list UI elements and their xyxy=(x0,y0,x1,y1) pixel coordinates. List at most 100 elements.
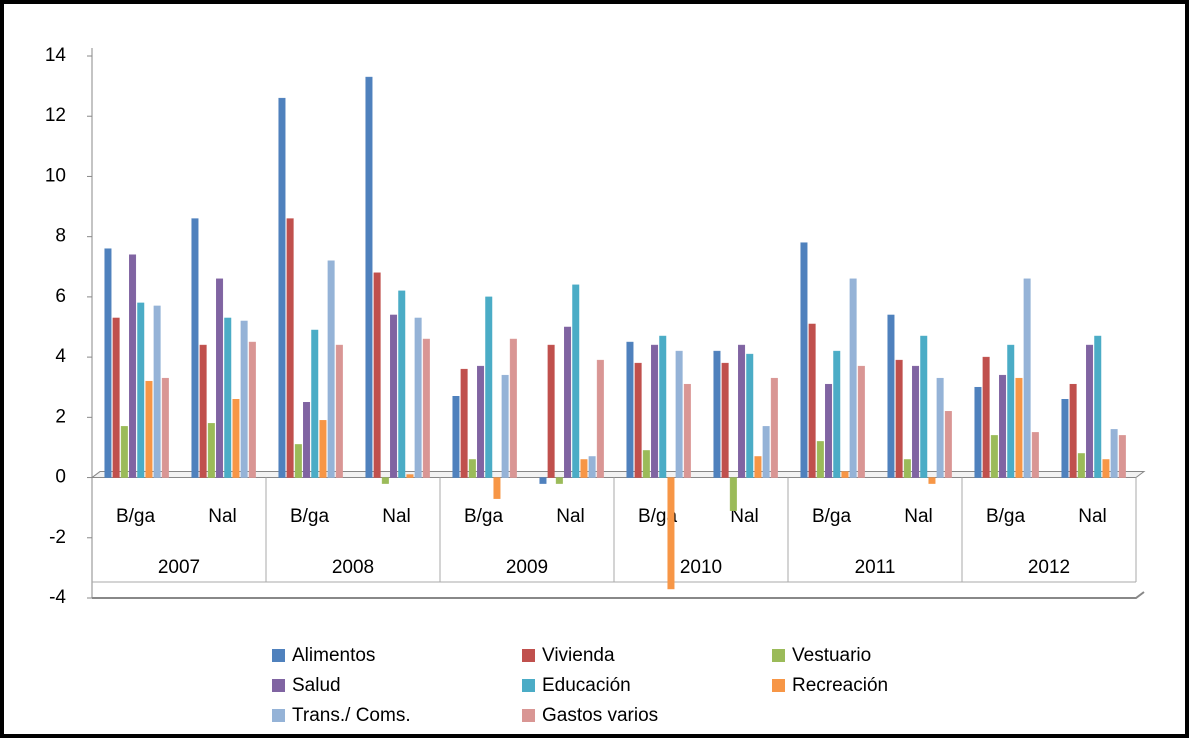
bar xyxy=(286,218,294,478)
bar xyxy=(667,477,675,590)
bar xyxy=(659,335,667,478)
bar xyxy=(990,435,998,478)
bar xyxy=(713,350,721,478)
x-tick-label: B/ga xyxy=(986,506,1026,527)
y-tick-label: 12 xyxy=(45,105,66,126)
bar xyxy=(539,477,547,484)
bar xyxy=(1015,377,1023,478)
x-tick-label: B/ga xyxy=(812,506,852,527)
y-tick-label: 6 xyxy=(55,286,66,307)
bar xyxy=(580,459,588,478)
legend-label: Vestuario xyxy=(792,645,871,666)
bar xyxy=(112,317,120,478)
x-tick-label: Nal xyxy=(556,506,585,527)
bar xyxy=(928,477,936,484)
bar xyxy=(1061,399,1069,478)
bar xyxy=(1069,383,1077,478)
bar xyxy=(841,471,849,478)
bar xyxy=(398,290,406,478)
legend-swatch xyxy=(522,709,535,722)
bar xyxy=(224,317,232,478)
bar xyxy=(365,76,373,478)
y-tick-label: -4 xyxy=(49,587,66,608)
bar xyxy=(303,402,311,478)
bar xyxy=(137,302,145,478)
bar xyxy=(651,344,659,478)
bar xyxy=(982,356,990,478)
legend-label: Recreación xyxy=(792,675,888,696)
bar xyxy=(895,359,903,478)
legend-label: Alimentos xyxy=(292,645,375,666)
bar xyxy=(999,374,1007,478)
x-tick-label: B/ga xyxy=(290,506,330,527)
bar xyxy=(721,362,729,478)
group-label: 2007 xyxy=(158,557,200,578)
bar xyxy=(509,338,517,478)
bar xyxy=(191,218,199,478)
bar xyxy=(1077,453,1085,478)
bar xyxy=(1094,335,1102,478)
bar xyxy=(547,344,555,478)
legend-label: Trans./ Coms. xyxy=(292,705,411,726)
bar xyxy=(1031,432,1039,478)
bar xyxy=(104,248,112,478)
bar xyxy=(626,341,634,478)
bar xyxy=(936,377,944,478)
bar xyxy=(1102,459,1110,478)
bar xyxy=(145,380,153,478)
y-tick-label: 0 xyxy=(55,467,66,488)
bar xyxy=(800,242,808,478)
bar xyxy=(974,386,982,478)
bar xyxy=(240,320,248,478)
bar xyxy=(572,284,580,478)
bar xyxy=(452,396,460,478)
y-tick-label: 8 xyxy=(55,226,66,247)
bar xyxy=(1110,429,1118,478)
bar xyxy=(414,317,422,478)
bar xyxy=(1023,278,1031,478)
bar xyxy=(596,359,604,478)
x-tick-label: Nal xyxy=(904,506,933,527)
bar xyxy=(903,459,911,478)
x-tick-label: Nal xyxy=(382,506,411,527)
legend-label: Gastos varios xyxy=(542,705,658,726)
bar xyxy=(381,477,389,484)
bar xyxy=(335,344,343,478)
bar xyxy=(129,254,137,478)
bar xyxy=(278,97,286,478)
bar xyxy=(390,314,398,478)
bar xyxy=(422,338,430,478)
bar xyxy=(564,326,572,478)
bar xyxy=(460,368,468,478)
y-tick-label: 14 xyxy=(45,45,67,66)
bar xyxy=(468,459,476,478)
bar xyxy=(634,362,642,478)
legend-swatch xyxy=(772,649,785,662)
group-label: 2011 xyxy=(855,557,896,578)
bar xyxy=(762,426,770,478)
x-tick-label: B/ga xyxy=(464,506,504,527)
bar xyxy=(319,420,327,478)
bar xyxy=(816,441,824,478)
bar xyxy=(770,377,778,478)
bar xyxy=(485,296,493,478)
bar xyxy=(738,344,746,478)
legend-label: Vivienda xyxy=(542,645,615,666)
legend-label: Educación xyxy=(542,675,631,696)
group-label: 2008 xyxy=(332,557,374,578)
legend-swatch xyxy=(772,679,785,692)
bar xyxy=(746,353,754,478)
y-tick-label: 10 xyxy=(45,165,66,186)
bar xyxy=(912,365,920,478)
category-box-bottom xyxy=(92,591,1145,599)
group-label: 2010 xyxy=(680,557,722,578)
legend-label: Salud xyxy=(292,675,341,696)
bar xyxy=(754,456,762,478)
bar xyxy=(199,344,207,478)
bar xyxy=(153,305,161,478)
legend-swatch xyxy=(522,679,535,692)
x-tick-label: Nal xyxy=(730,506,759,527)
bar xyxy=(920,335,928,478)
bar xyxy=(501,374,509,478)
bar xyxy=(944,411,952,478)
